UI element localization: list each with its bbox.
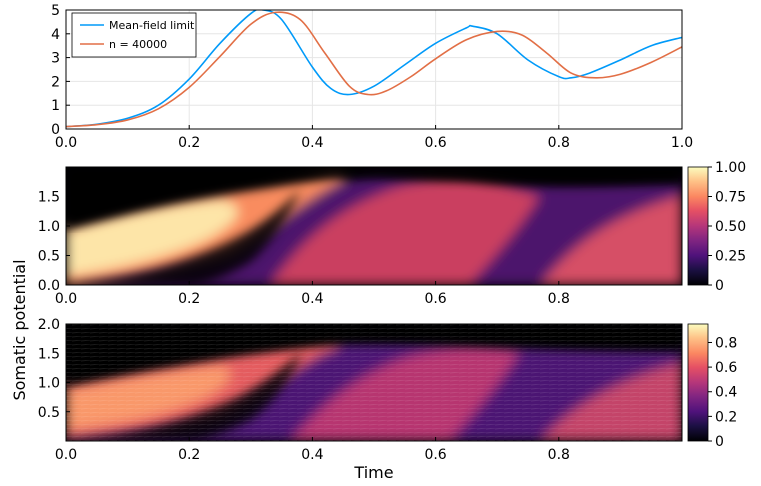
x-axis-label: Time — [353, 463, 393, 482]
colorbar-tick-label: 0.8 — [715, 335, 737, 351]
x-tick-label: 1.0 — [671, 135, 693, 151]
colorbar-mean-field: 0 0.25 0.50 0.75 1.00 — [688, 160, 746, 294]
x-tick-label: 0.0 — [55, 447, 77, 463]
legend-label-n40000: n = 40000 — [109, 38, 167, 51]
x-tick-label: 0.2 — [178, 291, 200, 307]
y-tick-label: 2 — [51, 74, 60, 90]
legend: Mean-field limit n = 40000 — [72, 13, 196, 57]
y-tick-label: 0.5 — [38, 249, 60, 265]
x-tick-label: 0.8 — [548, 291, 570, 307]
heatmap-mean-field-panel: 0.0 0.2 0.4 0.6 0.8 0.00.51.01.5 00.250.500.… — [38, 160, 746, 307]
y-tick-label: 1.5 — [38, 346, 60, 362]
y-tick-label: 1 — [51, 98, 60, 114]
x-tick-label: 0.6 — [424, 291, 446, 307]
colorbar-tick-label: 1.00 — [715, 160, 746, 176]
colorbar-tick-label: 0 — [715, 278, 724, 294]
x-tick-label: 0.2 — [178, 447, 200, 463]
colorbar-mean-field-gradient — [688, 167, 708, 285]
colorbar-tick-label: 0.25 — [715, 249, 746, 265]
line-chart-y-ticks: 0 1 2 3 4 5 — [51, 3, 70, 138]
y-axis-label: Somatic potential — [10, 259, 29, 400]
colorbar-mean-field-ticks: 0 0.25 0.50 0.75 1.00 — [708, 160, 746, 294]
y-tick-label: 0.0 — [38, 278, 60, 294]
y-tick-label: 1.0 — [38, 376, 60, 392]
colorbar-tick-label: 0.75 — [715, 190, 746, 206]
y-tick-label: 4 — [51, 27, 60, 43]
heatmap-sample-image — [66, 324, 682, 441]
x-tick-label: 0.4 — [301, 135, 323, 151]
colorbar-tick-label: 0.6 — [715, 360, 737, 376]
y-tick-label: 1.0 — [38, 219, 60, 235]
heatmap-sample-panel: 0.0 0.2 0.4 0.6 0.8 0.51.01.52.0 00.20.40.60… — [38, 317, 738, 463]
x-tick-label: 0.8 — [548, 447, 570, 463]
x-tick-label: 0.2 — [178, 135, 200, 151]
colorbar-sample-gradient — [688, 324, 708, 441]
x-tick-label: 0.4 — [301, 447, 323, 463]
colorbar-tick-label: 0.4 — [715, 385, 737, 401]
heatmap-mean-field-image — [66, 167, 682, 285]
colorbar-tick-label: 0.50 — [715, 219, 746, 235]
heatmap-sample-y-ticks: 0.5 1.0 1.5 2.0 — [38, 317, 70, 421]
y-tick-label: 3 — [51, 51, 60, 67]
y-tick-label: 0.5 — [38, 405, 60, 421]
colorbar-tick-label: 0.2 — [715, 409, 737, 425]
colorbar-sample-ticks: 0 0.2 0.4 0.6 0.8 — [708, 335, 737, 450]
y-tick-label: 2.0 — [38, 317, 60, 333]
y-tick-label: 5 — [51, 3, 60, 19]
colorbar-tick-label: 0 — [715, 434, 724, 450]
heatmap-mean-field-y-ticks: 0.0 0.5 1.0 1.5 — [38, 190, 70, 295]
x-tick-label: 0.4 — [301, 291, 323, 307]
legend-label-mean-field: Mean-field limit — [109, 19, 195, 32]
y-tick-label: 1.5 — [38, 190, 60, 206]
y-tick-label: 0 — [51, 122, 60, 138]
colorbar-sample: 0 0.2 0.4 0.6 0.8 — [688, 324, 737, 450]
x-tick-label: 0.6 — [424, 447, 446, 463]
x-tick-label: 0.6 — [424, 135, 446, 151]
x-tick-label: 0.8 — [548, 135, 570, 151]
